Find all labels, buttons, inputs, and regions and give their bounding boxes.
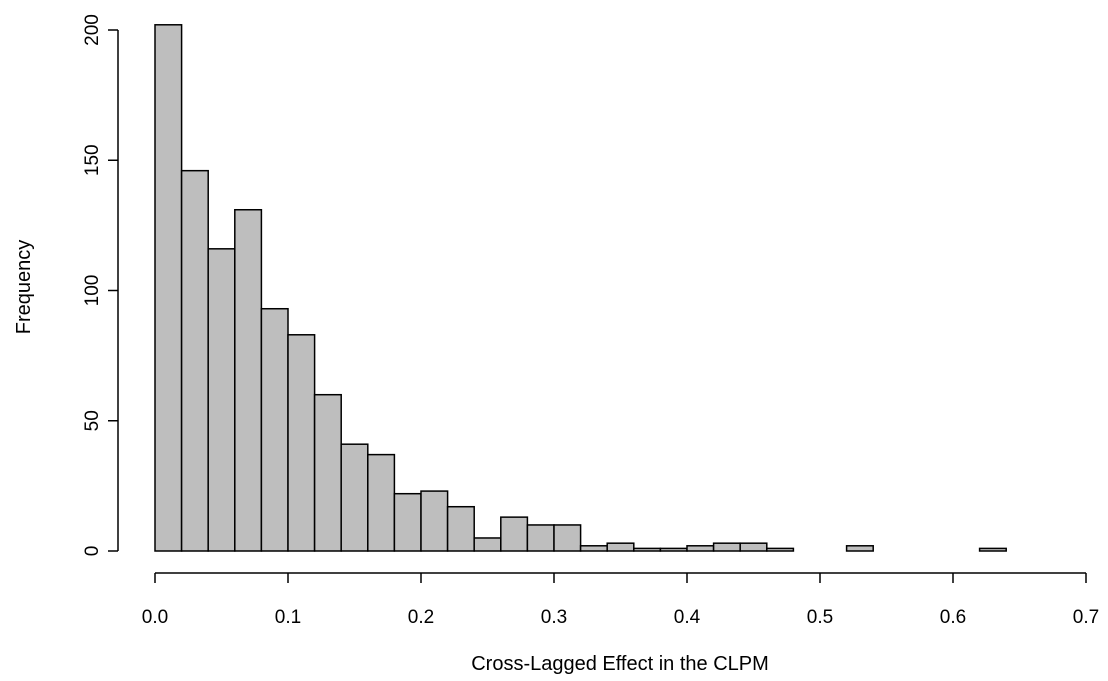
histogram-bar: [845, 545, 874, 552]
histogram-bar: [526, 524, 555, 552]
histogram-bar: [420, 490, 449, 552]
x-axis-title: Cross-Lagged Effect in the CLPM: [471, 653, 769, 675]
histogram-bar: [659, 547, 688, 552]
x-tick-label: 0.1: [275, 607, 301, 628]
histogram-bar: [553, 524, 582, 552]
y-tick-label: 50: [82, 410, 103, 431]
histogram-bar: [579, 545, 608, 552]
histogram-bar: [313, 393, 342, 552]
histogram-bar: [154, 24, 183, 552]
histogram-bar: [340, 443, 369, 552]
x-tick-label: 0.4: [674, 607, 701, 628]
histogram-bar: [207, 248, 236, 552]
x-tick-label: 0.2: [408, 607, 434, 628]
y-tick-label: 200: [82, 14, 103, 46]
histogram-bar: [606, 542, 635, 552]
x-tick-label: 0.6: [940, 607, 966, 628]
histogram-bar: [633, 547, 662, 552]
histogram-bar: [712, 542, 741, 552]
histogram-bar: [500, 516, 529, 552]
histogram-bar: [978, 547, 1007, 552]
histogram-bar: [766, 547, 795, 552]
histogram-bar: [287, 334, 316, 552]
histogram-bar: [260, 307, 289, 552]
histogram-bar: [234, 208, 263, 552]
histogram-bar: [393, 492, 422, 552]
histogram-bar: [367, 453, 396, 552]
x-tick-label: 0.0: [142, 607, 168, 628]
histogram-bar: [473, 537, 502, 552]
x-tick-label: 0.5: [807, 607, 833, 628]
y-tick-label: 150: [82, 144, 103, 176]
y-axis-title: Frequency: [13, 240, 35, 335]
y-tick-label: 100: [82, 275, 103, 307]
x-tick-label: 0.7: [1073, 607, 1099, 628]
histogram-bar: [686, 545, 715, 552]
x-axis: 0.0 0.1 0.2 0.3 0.4 0.5 0.6 0.7: [142, 572, 1099, 628]
x-tick-label: 0.3: [541, 607, 567, 628]
y-axis: 0 50 100 150 200: [82, 14, 119, 557]
histogram-bar: [739, 542, 768, 552]
y-tick-label: 0: [82, 546, 103, 557]
histogram-bars: [154, 24, 1007, 552]
histogram-bar: [446, 505, 475, 552]
histogram-bar: [180, 169, 209, 552]
